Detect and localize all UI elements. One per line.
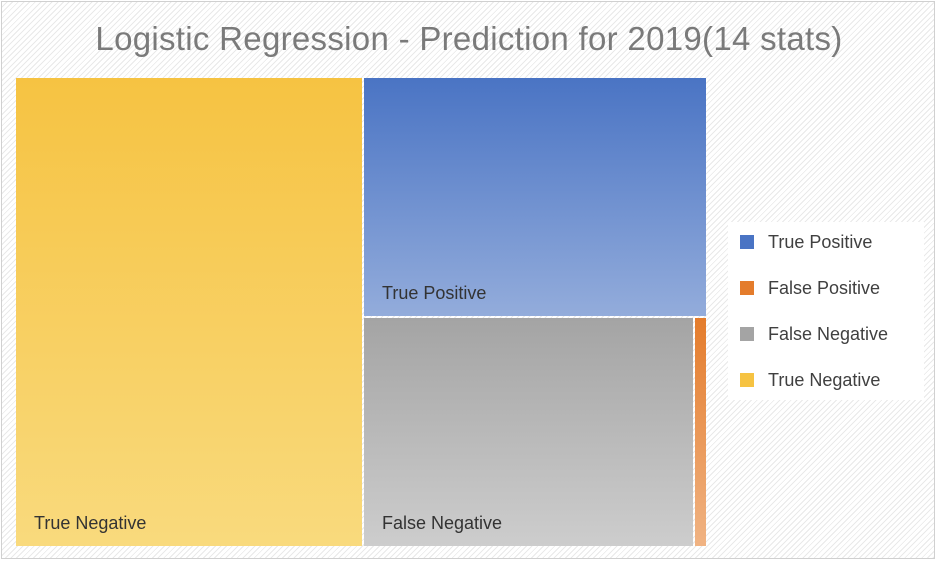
legend-item: True Negative — [740, 368, 880, 392]
treemap-tile-false-negative: False Negative — [364, 318, 693, 546]
treemap-plot-area: True Negative True Positive False Negative — [16, 78, 706, 546]
legend-swatch — [740, 373, 754, 387]
treemap-tile-label: True Positive — [382, 283, 487, 303]
legend-swatch — [740, 281, 754, 295]
treemap-tile-label: False Negative — [382, 513, 503, 533]
legend-label: False Positive — [768, 277, 881, 298]
legend-item: True Positive — [740, 230, 872, 254]
chart-title: Logistic Regression - Prediction for 201… — [95, 20, 843, 57]
legend-label: False Negative — [768, 323, 889, 344]
legend-label: True Positive — [768, 231, 873, 252]
legend-item: False Positive — [740, 276, 880, 300]
legend-swatch — [740, 327, 754, 341]
treemap-tile-label: True Negative — [34, 513, 147, 533]
legend-item: False Negative — [740, 322, 888, 346]
treemap-tile-true-negative: True Negative — [16, 78, 362, 546]
treemap-tile-true-positive: True Positive — [364, 78, 706, 316]
chart-legend: True Positive False Positive False Negativ… — [728, 222, 924, 400]
legend-swatch — [740, 235, 754, 249]
legend-label: True Negative — [768, 369, 881, 390]
treemap-tile-false-positive — [695, 318, 706, 546]
